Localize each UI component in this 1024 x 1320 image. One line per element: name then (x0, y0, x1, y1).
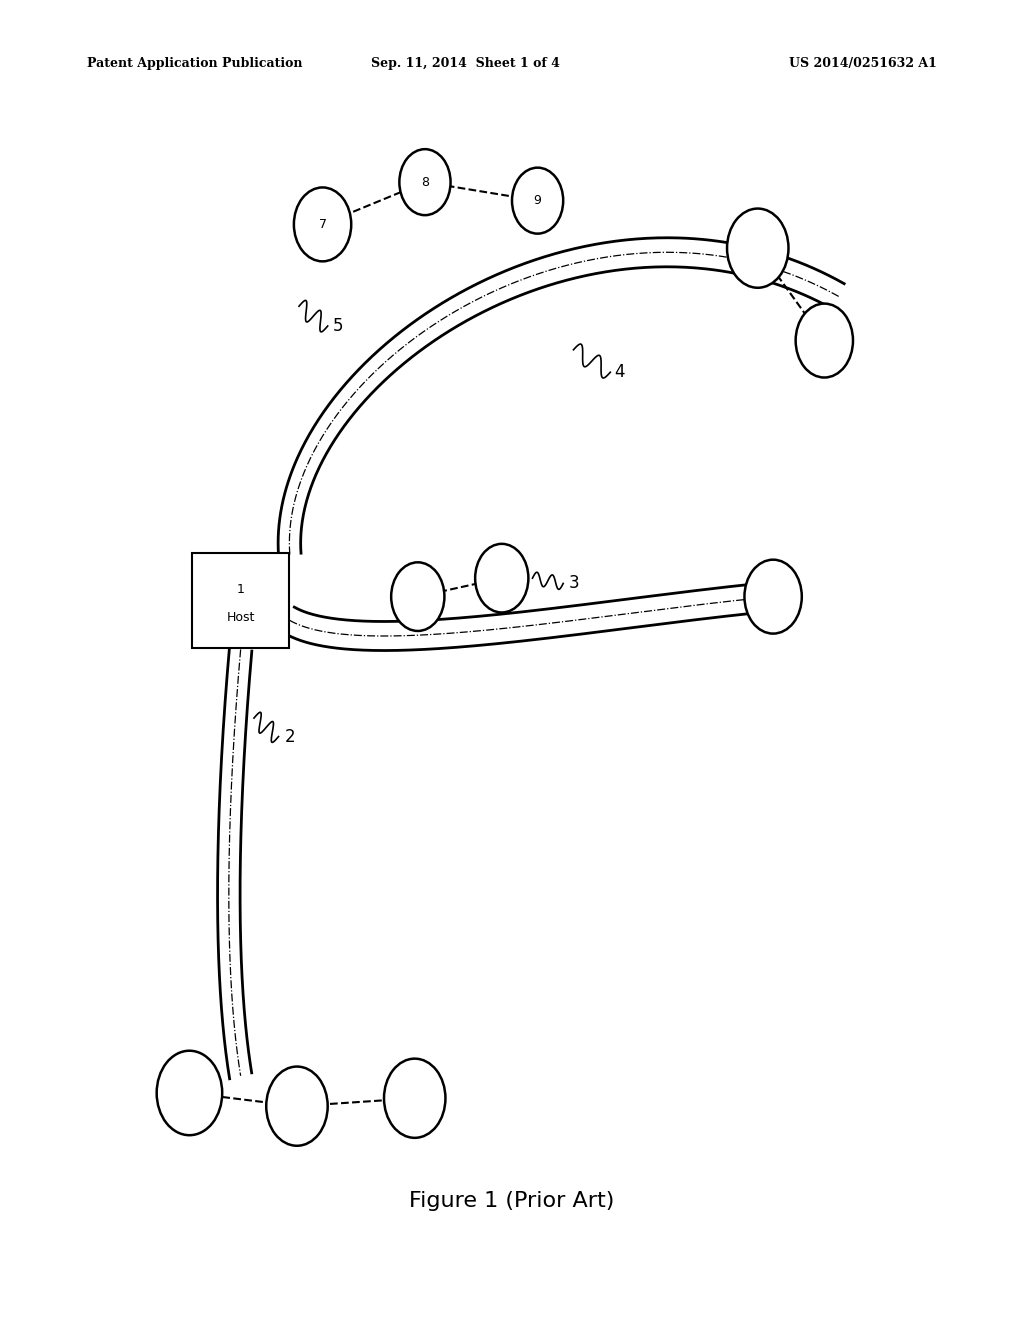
Circle shape (475, 544, 528, 612)
Circle shape (294, 187, 351, 261)
Circle shape (384, 1059, 445, 1138)
Circle shape (727, 209, 788, 288)
Text: Patent Application Publication: Patent Application Publication (87, 57, 302, 70)
Circle shape (266, 1067, 328, 1146)
FancyBboxPatch shape (193, 553, 289, 648)
Text: Host: Host (226, 611, 255, 624)
Text: 8: 8 (421, 176, 429, 189)
Text: 5: 5 (333, 317, 343, 335)
Text: US 2014/0251632 A1: US 2014/0251632 A1 (790, 57, 937, 70)
Text: Figure 1 (Prior Art): Figure 1 (Prior Art) (410, 1191, 614, 1212)
Circle shape (796, 304, 853, 378)
Circle shape (744, 560, 802, 634)
Text: 1: 1 (237, 582, 245, 595)
Text: 7: 7 (318, 218, 327, 231)
Text: 9: 9 (534, 194, 542, 207)
Circle shape (157, 1051, 222, 1135)
Circle shape (512, 168, 563, 234)
Text: Sep. 11, 2014  Sheet 1 of 4: Sep. 11, 2014 Sheet 1 of 4 (372, 57, 560, 70)
Text: 3: 3 (568, 574, 579, 593)
Text: 4: 4 (614, 363, 625, 381)
Circle shape (391, 562, 444, 631)
Circle shape (399, 149, 451, 215)
Text: 2: 2 (285, 727, 295, 746)
